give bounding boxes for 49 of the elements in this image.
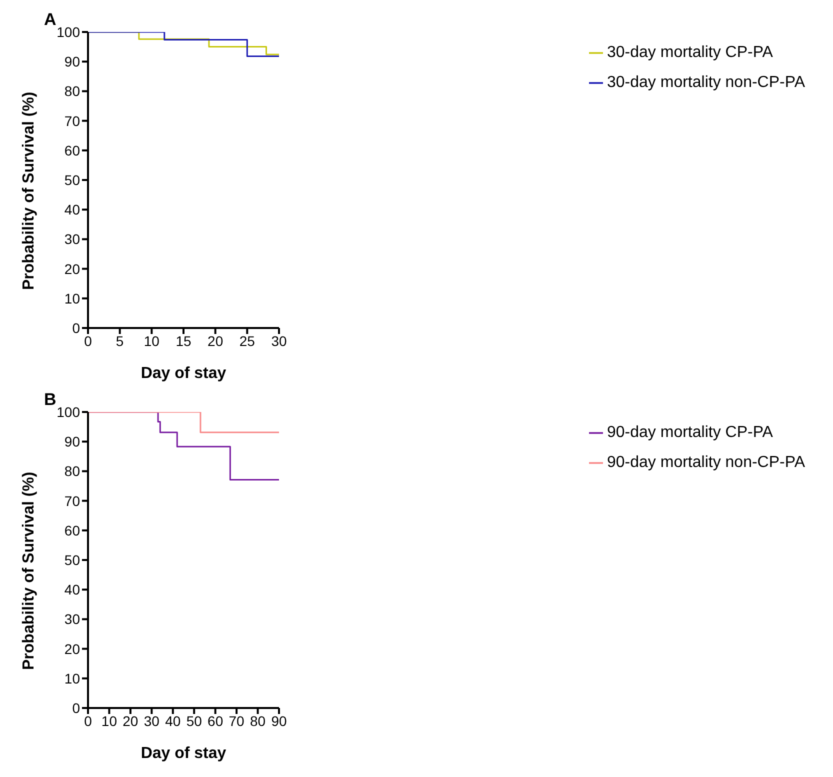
x-tick-label: 80 [250, 712, 266, 729]
x-tick-label: 60 [208, 712, 224, 729]
y-tick-label: 70 [64, 112, 80, 129]
x-tick-label: 40 [165, 712, 181, 729]
y-tick-label: 0 [72, 320, 80, 336]
x-tick-label: 5 [116, 332, 124, 349]
y-tick-label: 90 [64, 54, 80, 70]
y-tick-label: 80 [64, 83, 80, 100]
y-tick-label: 70 [64, 492, 80, 509]
x-tick-label: 25 [239, 332, 256, 349]
y-tick-label: 50 [64, 172, 80, 188]
y-tick-label: 60 [64, 522, 80, 538]
legend-label: 30-day mortality CP-PA [607, 44, 773, 61]
x-tick-label: 10 [101, 712, 118, 729]
x-tick-label: 10 [144, 332, 160, 349]
y-tick-label: 100 [56, 24, 80, 40]
x-tick-label: 0 [84, 712, 92, 729]
legend-label: 90-day mortality CP-PA [607, 424, 773, 441]
y-tick-label: 80 [64, 463, 80, 480]
legend-label: 30-day mortality non-CP-PA [607, 74, 805, 91]
x-tick-label: 0 [84, 332, 92, 349]
y-tick-label: 10 [64, 670, 80, 686]
legend-label: 90-day mortality non-CP-PA [607, 454, 805, 471]
x-tick-label: 90 [271, 712, 287, 729]
y-axis-title: Probability of Survival (%) [20, 92, 38, 290]
y-tick-label: 20 [64, 640, 80, 657]
y-tick-label: 30 [64, 611, 80, 628]
y-tick-label: 20 [64, 260, 80, 277]
x-tick-label: 20 [208, 332, 224, 349]
x-tick-label: 70 [228, 712, 245, 729]
x-tick-label: 20 [122, 712, 138, 729]
chart-title: B [44, 390, 56, 410]
x-tick-label: 50 [186, 712, 202, 729]
y-tick-label: 40 [64, 582, 80, 598]
x-axis-title: Day of stay [140, 745, 226, 762]
y-tick-label: 100 [56, 404, 80, 420]
y-axis-title: Probability of Survival (%) [20, 472, 38, 670]
y-tick-label: 0 [72, 700, 80, 716]
x-tick-label: 30 [271, 332, 287, 349]
y-tick-label: 10 [64, 290, 80, 306]
y-tick-label: 50 [64, 552, 80, 568]
y-tick-label: 30 [64, 231, 80, 248]
chart-title: A [44, 10, 56, 30]
x-tick-label: 30 [144, 712, 160, 729]
x-tick-label: 15 [176, 332, 192, 349]
y-tick-label: 40 [64, 202, 80, 218]
y-tick-label: 90 [64, 434, 80, 450]
x-axis-title: Day of stay [140, 365, 226, 382]
y-tick-label: 60 [64, 142, 80, 158]
